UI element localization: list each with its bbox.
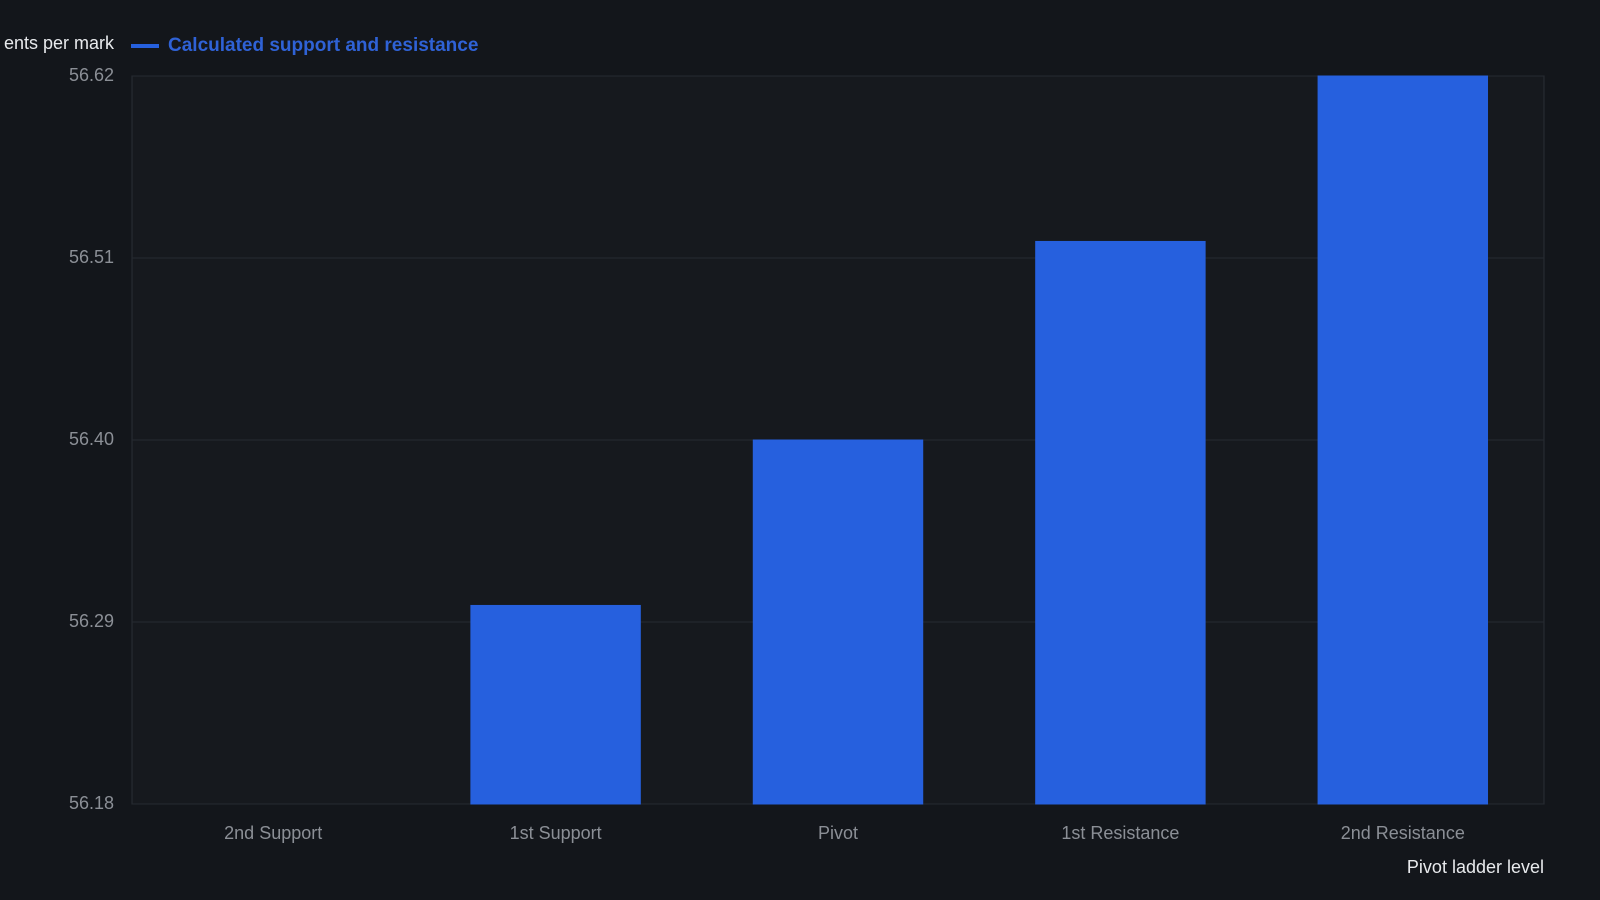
x-tick-label: 1st Resistance <box>1061 823 1179 843</box>
y-tick-label: 56.51 <box>69 247 114 267</box>
bar <box>470 604 641 805</box>
x-tick-label: Pivot <box>818 823 858 843</box>
y-tick-label: 56.62 <box>69 65 114 85</box>
bar <box>1317 75 1489 805</box>
y-tick-label: 56.18 <box>69 793 114 813</box>
legend-label: Calculated support and resistance <box>168 35 478 56</box>
y-tick-label: 56.40 <box>69 429 114 449</box>
bar <box>752 439 924 805</box>
y-axis-title: ents per mark <box>4 33 115 53</box>
y-tick-label: 56.29 <box>69 611 114 631</box>
bar <box>1035 240 1206 805</box>
x-axis-title: Pivot ladder level <box>1407 857 1544 877</box>
x-tick-label: 2nd Support <box>224 823 322 843</box>
x-tick-label: 2nd Resistance <box>1341 823 1465 843</box>
x-tick-label: 1st Support <box>510 823 602 843</box>
